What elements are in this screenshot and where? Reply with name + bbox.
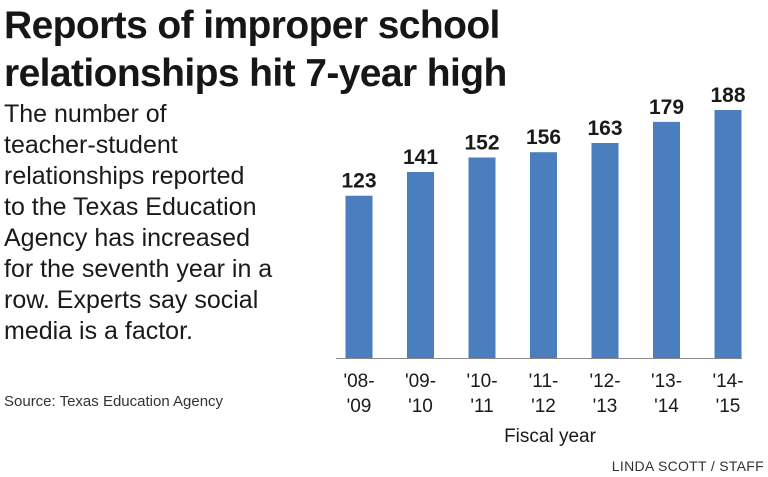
x-axis-title: Fiscal year xyxy=(504,426,597,447)
x-tick-label: '11- xyxy=(529,371,559,392)
description-line: to the Texas Education xyxy=(4,193,257,221)
x-tick-label: '10 xyxy=(408,396,433,417)
bar xyxy=(530,152,557,358)
description-line: row. Experts say social xyxy=(4,286,259,314)
description-line: relationships reported xyxy=(4,162,245,190)
credit-line: LINDA SCOTT / STAFF xyxy=(611,458,764,474)
bar xyxy=(345,195,373,358)
chart-description: The number of teacher-student relationsh… xyxy=(4,99,324,347)
x-tick-label: '14- xyxy=(712,371,743,392)
description-line: teacher-student xyxy=(4,131,178,159)
x-tick-label: '13- xyxy=(651,371,682,392)
chart-title: Reports of improper school relationships… xyxy=(4,2,564,98)
bar xyxy=(714,110,742,358)
bar-value-label: 123 xyxy=(341,170,376,193)
x-tick-label: '12- xyxy=(589,371,620,392)
bar xyxy=(468,157,496,358)
bar-value-label: 141 xyxy=(403,146,438,169)
x-tick-label: '09 xyxy=(347,396,372,417)
x-tick-label: '12 xyxy=(531,396,556,417)
description-line: for the seventh year in a xyxy=(4,255,273,283)
x-tick-label: '11 xyxy=(470,396,493,417)
bar xyxy=(407,172,434,358)
bar-value-label: 188 xyxy=(710,84,745,107)
bar-value-label: 152 xyxy=(464,131,499,154)
bar-value-label: 179 xyxy=(649,96,684,119)
bar xyxy=(653,121,680,358)
source-note: Source: Texas Education Agency xyxy=(4,393,224,410)
x-tick-label: '10- xyxy=(466,371,497,392)
x-tick-label: '08- xyxy=(343,371,374,392)
x-tick-label: '15 xyxy=(716,396,741,417)
title-line-1: Reports of improper school xyxy=(4,4,500,47)
x-tick-label: '09- xyxy=(405,371,436,392)
description-line: media is a factor. xyxy=(4,317,193,345)
bar-value-label: 163 xyxy=(587,117,622,140)
x-tick-label: '14 xyxy=(654,396,679,417)
title-line-2: relationships hit 7-year high xyxy=(4,52,507,95)
x-tick-label: '13 xyxy=(593,396,618,417)
bar xyxy=(591,142,619,358)
description-line: The number of xyxy=(4,100,167,128)
description-line: Agency has increased xyxy=(4,224,250,252)
bar-value-label: 156 xyxy=(526,126,561,149)
